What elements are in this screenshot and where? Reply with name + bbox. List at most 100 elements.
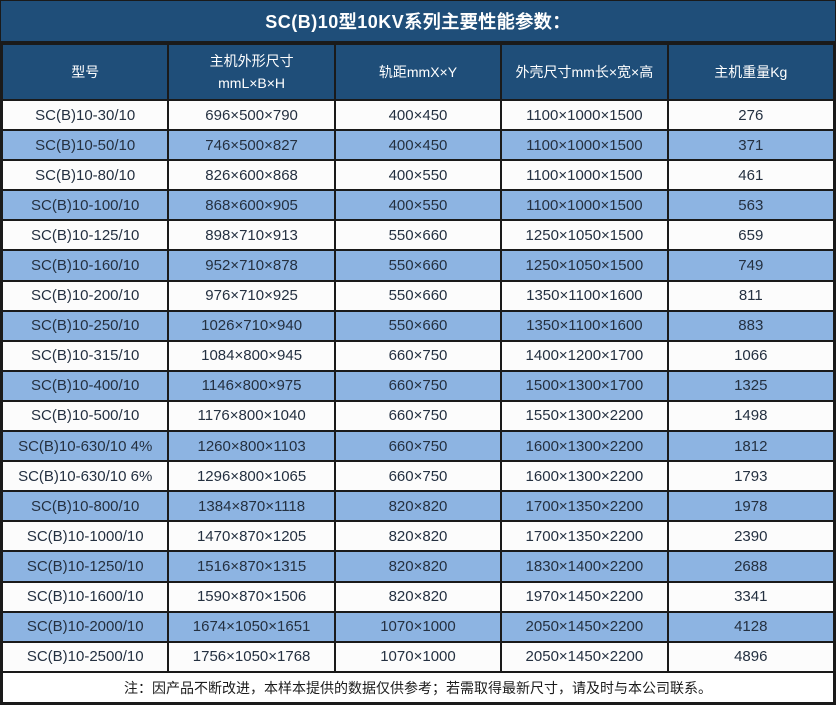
table-cell: SC(B)10-800/10 xyxy=(0,490,170,523)
table-cell: 1146×800×975 xyxy=(167,369,336,402)
table-cell: 1830×1400×2200 xyxy=(500,550,669,583)
table-cell: SC(B)10-100/10 xyxy=(0,189,170,222)
header-cell: 型号 xyxy=(0,43,170,101)
table-cell: SC(B)10-160/10 xyxy=(0,249,170,282)
table-cell: 1250×1050×1500 xyxy=(500,219,669,252)
header-cell: 主机外形尺寸 mmL×B×H xyxy=(167,43,336,101)
table-cell: 1550×1300×2200 xyxy=(500,399,669,433)
table-cell: 952×710×878 xyxy=(167,249,336,282)
table-cell: 1084×800×945 xyxy=(167,339,336,372)
table-cell: 1260×800×1103 xyxy=(167,430,336,463)
table-cell: 1674×1050×1651 xyxy=(167,610,336,643)
table-cell: 868×600×905 xyxy=(167,189,336,222)
table-cell: 660×750 xyxy=(333,369,503,402)
table-cell: SC(B)10-250/10 xyxy=(0,309,170,342)
table-cell: 746×500×827 xyxy=(167,129,336,162)
table-row: SC(B)10-250/10 1026×710×940 550×660 1350×11… xyxy=(0,309,836,342)
table-cell: 461 xyxy=(666,159,836,192)
table-cell: 1350×1100×1600 xyxy=(500,279,669,312)
table-cell: SC(B)10-200/10 xyxy=(0,279,170,312)
table-cell: 1700×1350×2200 xyxy=(500,520,669,553)
table-cell: 660×750 xyxy=(333,399,503,433)
table-cell: 820×820 xyxy=(333,550,503,583)
header-cell: 主机重量Kg xyxy=(666,43,836,101)
table-cell: SC(B)10-125/10 xyxy=(0,219,170,252)
table-cell: 811 xyxy=(666,279,836,312)
table-cell: 883 xyxy=(666,309,836,342)
table-cell: 1296×800×1065 xyxy=(167,460,336,493)
table-cell: 563 xyxy=(666,189,836,222)
table-cell: 1600×1300×2200 xyxy=(500,460,669,493)
table-cell: 898×710×913 xyxy=(167,219,336,252)
table-row: SC(B)10-800/10 1384×870×1118 820×820 1700×1… xyxy=(0,490,836,523)
table-row: SC(B)10-1600/10 1590×870×1506 820×820 1970×… xyxy=(0,580,836,613)
table-cell: 2050×1450×2200 xyxy=(500,640,669,674)
table-cell: 826×600×868 xyxy=(167,159,336,192)
table-foot: 注：因产品不断改进，本样本提供的数据仅供参考；若需取得最新尺寸，请及时与本公司联… xyxy=(1,671,835,704)
table-cell: 3341 xyxy=(666,580,836,613)
table-row: SC(B)10-50/10 746×500×827 400×450 1100×1000… xyxy=(0,129,836,162)
table-cell: SC(B)10-50/10 xyxy=(0,129,170,162)
table-cell: 696×500×790 xyxy=(167,98,336,132)
table-cell: 1176×800×1040 xyxy=(167,399,336,433)
table-cell: SC(B)10-2000/10 xyxy=(0,610,170,643)
table-cell: 660×750 xyxy=(333,430,503,463)
table-cell: 1500×1300×1700 xyxy=(500,369,669,402)
table-row: SC(B)10-2000/10 1674×1050×1651 1070×1000 20… xyxy=(0,610,836,643)
table-cell: 371 xyxy=(666,129,836,162)
table-row: SC(B)10-1000/10 1470×870×1205 820×820 1700×… xyxy=(0,520,836,553)
table-cell: 2050×1450×2200 xyxy=(500,610,669,643)
page-title: SC(B)10型10KV系列主要性能参数： xyxy=(1,1,835,43)
table-row: SC(B)10-630/10 6% 1296×800×1065 660×750 160… xyxy=(0,460,836,493)
table-cell: 1384×870×1118 xyxy=(167,490,336,523)
table-cell: SC(B)10-80/10 xyxy=(0,159,170,192)
header-cell: 轨距mmX×Y xyxy=(333,43,503,101)
table-cell: 1970×1450×2200 xyxy=(500,580,669,613)
table-cell: 1100×1000×1500 xyxy=(500,189,669,222)
table-cell: 2688 xyxy=(666,550,836,583)
table-head: 型号 主机外形尺寸 mmL×B×H 轨距mmX×Y 外壳尺寸mm长×宽×高 主机重量Kg xyxy=(0,43,836,101)
header-cell: 外壳尺寸mm长×宽×高 xyxy=(500,43,669,101)
table-cell: 4128 xyxy=(666,610,836,643)
table-cell: 2390 xyxy=(666,520,836,553)
table-row: SC(B)10-500/10 1176×800×1040 660×750 1550×1… xyxy=(0,399,836,433)
table-cell: 1978 xyxy=(666,490,836,523)
table-cell: SC(B)10-500/10 xyxy=(0,399,170,433)
table-cell: 1470×870×1205 xyxy=(167,520,336,553)
table-cell: 550×660 xyxy=(333,279,503,312)
header-row: 型号 主机外形尺寸 mmL×B×H 轨距mmX×Y 外壳尺寸mm长×宽×高 主机重量Kg xyxy=(0,43,836,101)
table-cell: 1100×1000×1500 xyxy=(500,159,669,192)
table-cell: 400×550 xyxy=(333,159,503,192)
table-cell: 1100×1000×1500 xyxy=(500,98,669,132)
table-row: SC(B)10-80/10 826×600×868 400×550 1100×1000… xyxy=(0,159,836,192)
footer-row: 注：因产品不断改进，本样本提供的数据仅供参考；若需取得最新尺寸，请及时与本公司联… xyxy=(1,671,835,704)
table-row: SC(B)10-400/10 1146×800×975 660×750 1500×13… xyxy=(0,369,836,402)
table-cell: 1070×1000 xyxy=(333,640,503,674)
table-cell: 1498 xyxy=(666,399,836,433)
table-cell: 400×550 xyxy=(333,189,503,222)
table-row: SC(B)10-2500/10 1756×1050×1768 1070×1000 20… xyxy=(0,640,836,674)
spec-table: 型号 主机外形尺寸 mmL×B×H 轨距mmX×Y 外壳尺寸mm长×宽×高 主机重量Kg … xyxy=(0,43,836,704)
table-cell: SC(B)10-1600/10 xyxy=(0,580,170,613)
table-cell: 1812 xyxy=(666,430,836,463)
table-row: SC(B)10-200/10 976×710×925 550×660 1350×110… xyxy=(0,279,836,312)
table-cell: 550×660 xyxy=(333,309,503,342)
table-cell: 1026×710×940 xyxy=(167,309,336,342)
table-row: SC(B)10-160/10 952×710×878 550×660 1250×105… xyxy=(0,249,836,282)
table-cell: 4896 xyxy=(666,640,836,674)
table-cell: SC(B)10-630/10 4% xyxy=(0,430,170,463)
table-cell: SC(B)10-1000/10 xyxy=(0,520,170,553)
table-cell: 660×750 xyxy=(333,460,503,493)
table-cell: SC(B)10-30/10 xyxy=(0,98,170,132)
table-cell: 659 xyxy=(666,219,836,252)
table-cell: 1100×1000×1500 xyxy=(500,129,669,162)
table-cell: 1756×1050×1768 xyxy=(167,640,336,674)
table-cell: 550×660 xyxy=(333,249,503,282)
table-cell: 1400×1200×1700 xyxy=(500,339,669,372)
table-row: SC(B)10-100/10 868×600×905 400×550 1100×100… xyxy=(0,189,836,222)
table-cell: 400×450 xyxy=(333,98,503,132)
table-cell: 1700×1350×2200 xyxy=(500,490,669,523)
table-cell: 1325 xyxy=(666,369,836,402)
table-cell: 1070×1000 xyxy=(333,610,503,643)
